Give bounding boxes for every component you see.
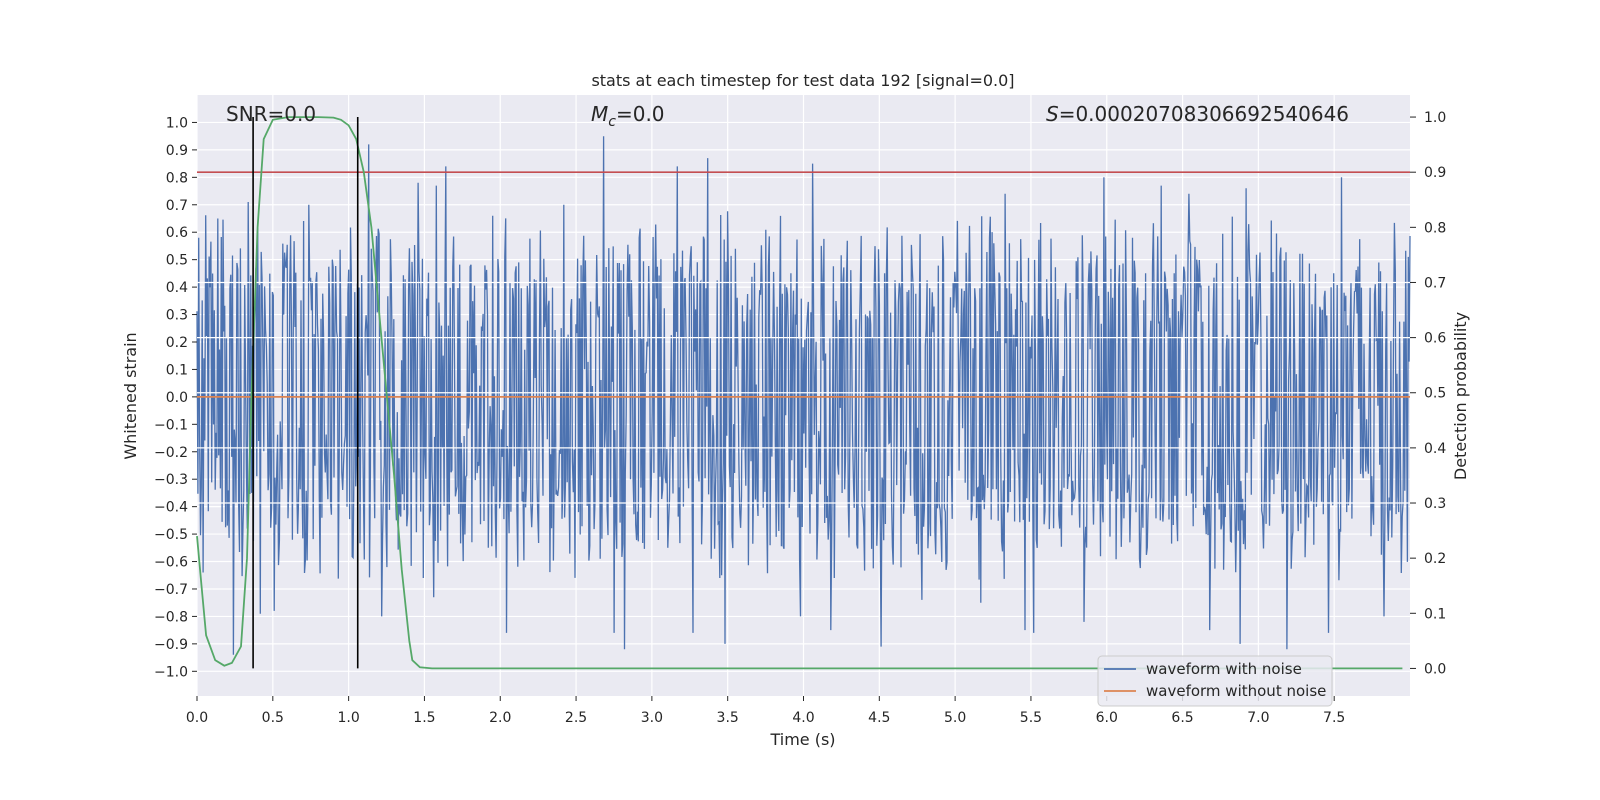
legend-label-noise: waveform with noise: [1146, 660, 1302, 678]
right-y-tick-label: 0.1: [1424, 606, 1446, 622]
y-tick-label: −0.5: [154, 527, 188, 543]
y-tick-label: −0.1: [154, 417, 188, 433]
y-tick-label: 0.0: [166, 390, 188, 406]
right-y-tick-label: 0.7: [1424, 275, 1446, 291]
x-axis-ticks: 0.0 0.5 1.0 1.5 2.0 2.5 3.0 3.5 4.0 4.5 5.0 5.5 6.0 6…: [186, 696, 1345, 726]
y-tick-label: −0.9: [154, 637, 188, 653]
right-y-tick-label: 0.0: [1424, 661, 1446, 677]
x-tick-label: 1.5: [413, 710, 435, 726]
x-tick-label: 4.5: [868, 710, 890, 726]
mc-value: =0.0: [616, 102, 665, 126]
right-y-axis-label: Detection probability: [1451, 312, 1470, 480]
y-tick-label: 0.5: [166, 253, 188, 269]
x-tick-label: 1.0: [337, 710, 359, 726]
series-waveform-with-noise: [196, 136, 1411, 655]
right-y-tick-label: 0.5: [1424, 386, 1446, 402]
x-tick-label: 0.5: [262, 710, 284, 726]
right-y-tick-label: 1.0: [1424, 110, 1446, 126]
y-tick-label: −0.8: [154, 609, 188, 625]
right-y-tick-label: 0.2: [1424, 551, 1446, 567]
y-tick-label: −0.6: [154, 555, 188, 571]
s-symbol: S: [1046, 102, 1059, 126]
y-axis-ticks: 1.0 0.9 0.8 0.7 0.6 0.5 0.4 0.3 0.2 0.1 0.0 −0.1 −0.…: [154, 115, 197, 680]
legend-label-clean: waveform without noise: [1146, 682, 1326, 700]
x-tick-label: 4.0: [792, 710, 814, 726]
x-tick-label: 5.0: [944, 710, 966, 726]
statistic-annotation: S=0.00020708306692540646: [1046, 102, 1349, 126]
x-tick-label: 6.5: [1171, 710, 1193, 726]
legend-box: [1097, 655, 1333, 707]
right-y-tick-label: 0.4: [1424, 441, 1446, 457]
y-tick-label: −0.2: [154, 445, 188, 461]
legend: waveform with noise waveform without noi…: [1097, 655, 1333, 707]
right-y-tick-label: 0.9: [1424, 165, 1446, 181]
chirp-mass-annotation: Mc=0.0: [591, 102, 665, 130]
signal-boundary-markers: [252, 117, 359, 669]
x-tick-label: 7.5: [1323, 710, 1345, 726]
x-tick-label: 7.0: [1247, 710, 1269, 726]
x-tick-label: 6.0: [1096, 710, 1118, 726]
y-tick-label: −0.4: [154, 500, 188, 516]
probability-trace: [196, 116, 1403, 670]
right-y-axis-ticks: 1.0 0.9 0.8 0.7 0.6 0.5 0.4 0.3 0.2 0.1 0.0: [1410, 110, 1446, 677]
noise-trace: [196, 136, 1411, 655]
y-tick-label: 0.1: [166, 362, 188, 378]
x-tick-label: 0.0: [186, 710, 208, 726]
chart-title: stats at each timestep for test data 192…: [591, 71, 1014, 90]
mc-symbol: M: [591, 102, 608, 126]
y-tick-label: 0.2: [166, 335, 188, 351]
right-y-tick-label: 0.8: [1424, 220, 1446, 236]
y-tick-label: 0.7: [166, 198, 188, 214]
y-tick-label: 0.3: [166, 308, 188, 324]
x-axis-label: Time (s): [769, 730, 835, 749]
x-tick-label: 5.5: [1020, 710, 1042, 726]
mc-subscript: c: [608, 114, 616, 130]
snr-annotation: SNR=0.0: [226, 102, 316, 126]
series-detection-probability: [196, 116, 1403, 670]
s-value: =0.00020708306692540646: [1059, 102, 1349, 126]
x-tick-label: 3.0: [641, 710, 663, 726]
y-tick-label: 0.8: [166, 170, 188, 186]
right-axis-guides: [197, 281, 1410, 504]
y-tick-label: 0.9: [166, 143, 188, 159]
y-tick-label: −0.7: [154, 582, 188, 598]
y-axis-label: Whitened strain: [121, 332, 140, 459]
right-y-tick-label: 0.3: [1424, 496, 1446, 512]
right-y-tick-label: 0.6: [1424, 331, 1446, 347]
y-tick-label: −1.0: [154, 664, 188, 680]
y-tick-label: 0.6: [166, 225, 188, 241]
y-tick-label: 0.4: [166, 280, 188, 296]
y-tick-label: 1.0: [166, 115, 188, 131]
x-tick-label: 2.5: [565, 710, 587, 726]
x-tick-label: 2.0: [489, 710, 511, 726]
y-tick-label: −0.3: [154, 472, 188, 488]
x-tick-label: 3.5: [717, 710, 739, 726]
